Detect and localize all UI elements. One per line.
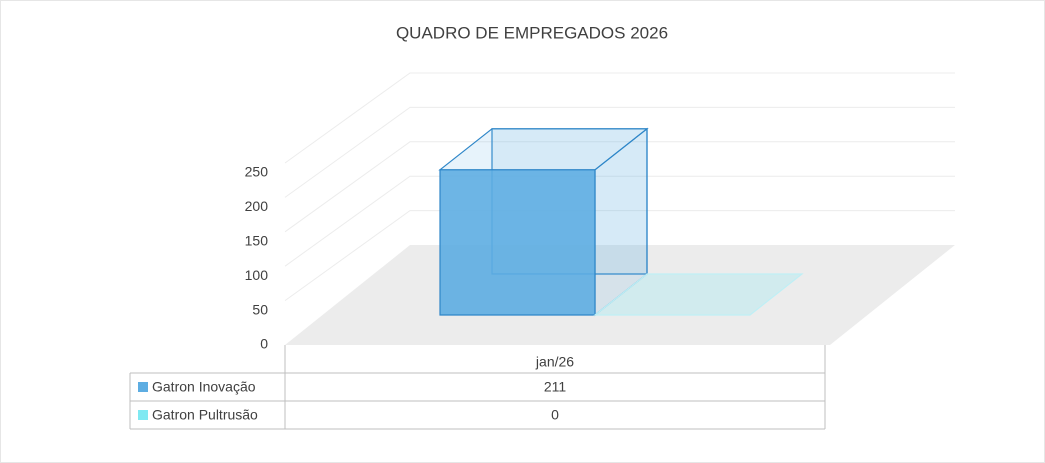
bar-face — [439, 169, 596, 316]
grid-line — [284, 210, 955, 302]
legend-label: Gatron Pultrusão — [152, 407, 258, 423]
y-tick-label: 150 — [245, 233, 269, 249]
y-tick-label: 0 — [260, 336, 268, 352]
y-tick-label: 100 — [245, 267, 269, 283]
chart-title: QUADRO DE EMPREGADOS 2026 — [396, 23, 668, 42]
legend-swatch — [138, 410, 148, 420]
grid-line — [284, 106, 955, 198]
y-tick-label: 50 — [252, 301, 268, 317]
grid-line — [284, 72, 955, 164]
data-table-value: 0 — [551, 407, 559, 423]
grid-line — [284, 175, 955, 267]
y-tick-label: 200 — [245, 198, 269, 214]
bar-face — [593, 273, 804, 316]
bar — [438, 127, 649, 317]
x-tick-label: jan/26 — [535, 354, 574, 370]
legend-swatch — [138, 382, 148, 392]
bar — [593, 273, 804, 316]
y-tick-label: 250 — [245, 164, 269, 180]
data-table-value: 211 — [544, 379, 567, 395]
grid-line — [284, 141, 955, 233]
legend-label: Gatron Inovação — [152, 379, 256, 395]
